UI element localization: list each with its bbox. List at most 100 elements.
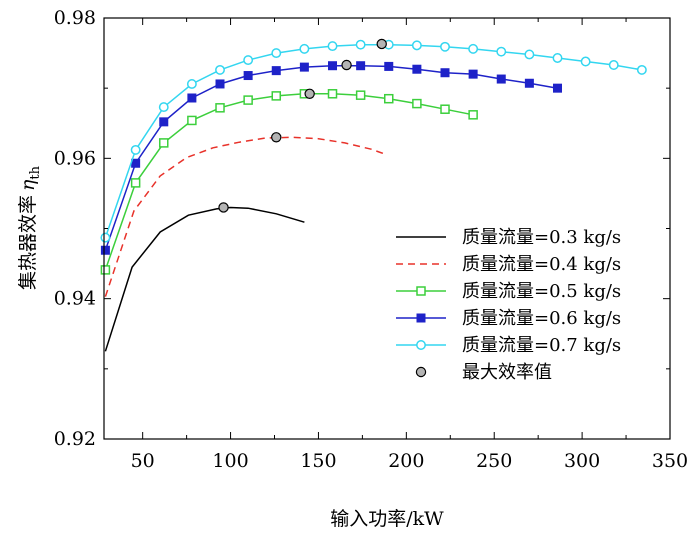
- y-tick-label: 0.94: [54, 288, 96, 310]
- data-point: [215, 79, 225, 89]
- legend-item: 质量流量=0.3 kg/s: [396, 227, 621, 248]
- series-line: [104, 43, 643, 238]
- data-point: [496, 46, 507, 57]
- data-point: [271, 91, 282, 101]
- x-tick-label: 100: [212, 450, 248, 472]
- data-point: [411, 40, 422, 51]
- data-point: [130, 144, 141, 155]
- legend-swatch-marker: [416, 313, 426, 323]
- data-point: [327, 41, 338, 52]
- data-point: [496, 74, 506, 84]
- data-point: [299, 43, 310, 54]
- x-tick-label: 200: [388, 450, 424, 472]
- max-efficiency-point: [341, 59, 352, 71]
- series-1: [104, 206, 305, 352]
- data-point: [187, 93, 197, 103]
- data-point: [100, 232, 111, 243]
- x-tick-label: 300: [564, 450, 600, 472]
- x-axis-title: 输入功率/kW: [330, 508, 444, 530]
- data-point: [100, 265, 111, 275]
- data-point: [100, 245, 110, 255]
- data-point: [158, 102, 169, 113]
- x-tick-label: 250: [476, 450, 512, 472]
- x-tick-label: 150: [300, 450, 336, 472]
- series-line: [104, 206, 305, 352]
- y-axis-title-subscript: th: [28, 165, 43, 179]
- legend-swatch-marker: [416, 340, 426, 350]
- y-axis-title-symbol: η: [17, 179, 39, 191]
- data-point: [356, 61, 366, 71]
- y-tick-label: 0.98: [54, 7, 96, 29]
- x-tick-label: 50: [131, 450, 155, 472]
- data-point: [468, 43, 479, 54]
- legend-item: 质量流量=0.6 kg/s: [396, 308, 621, 329]
- data-point: [131, 158, 141, 168]
- data-point: [608, 60, 619, 70]
- legend-swatch: [415, 366, 427, 378]
- y-tick-label: 0.92: [54, 428, 96, 450]
- series-3: [100, 89, 478, 275]
- series-4: [100, 61, 563, 255]
- max-efficiency-point: [271, 132, 282, 143]
- data-point: [468, 110, 478, 120]
- data-point: [580, 56, 591, 67]
- data-point: [412, 98, 422, 109]
- legend: 质量流量=0.3 kg/s 质量流量=0.4 kg/s 质量流量=0.5 kg/s 质…: [396, 227, 621, 383]
- data-point: [130, 178, 141, 188]
- y-tick-label: 0.96: [54, 147, 96, 169]
- series-2: [104, 136, 388, 297]
- legend-item: 质量流量=0.5 kg/s: [396, 281, 621, 302]
- legend-item: 质量流量=0.7 kg/s: [396, 335, 621, 356]
- max-efficiency-point: [218, 202, 229, 213]
- data-point: [328, 61, 338, 71]
- max-efficiency-point: [376, 38, 387, 50]
- data-point: [412, 64, 422, 74]
- y-axis-title-main: 集热器效率: [17, 195, 39, 290]
- data-point: [468, 69, 478, 79]
- x-tick-label: 350: [652, 450, 688, 472]
- plot-area: [100, 38, 647, 352]
- legend-label: 质量流量=0.3 kg/s: [462, 227, 621, 248]
- data-point: [243, 95, 253, 105]
- data-point: [384, 93, 394, 104]
- data-point: [187, 115, 197, 126]
- series-line: [104, 136, 388, 297]
- data-point: [636, 64, 647, 75]
- legend-item: 最大效率值: [415, 362, 552, 383]
- data-point: [355, 39, 366, 50]
- legend-label: 最大效率值: [462, 362, 552, 383]
- legend-label: 质量流量=0.7 kg/s: [462, 335, 621, 356]
- data-point: [355, 90, 366, 100]
- data-point: [440, 41, 450, 52]
- legend-label: 质量流量=0.5 kg/s: [462, 281, 621, 302]
- data-point: [159, 138, 169, 148]
- data-point: [299, 62, 309, 72]
- legend-label: 质量流量=0.4 kg/s: [462, 254, 621, 275]
- data-point: [271, 48, 282, 59]
- max-efficiency-points: [218, 38, 387, 213]
- data-point: [553, 83, 563, 93]
- data-point: [524, 49, 535, 60]
- legend-swatch-marker: [416, 286, 426, 296]
- x-axis: 50 100 150 200 250 300 350: [131, 18, 688, 472]
- legend-item: 质量流量=0.4 kg/s: [396, 254, 621, 275]
- data-point: [159, 117, 169, 127]
- y-axis-title: 集热器效率 ηth: [17, 165, 43, 290]
- data-point: [215, 64, 225, 75]
- max-efficiency-point: [304, 88, 315, 99]
- data-point: [552, 53, 563, 63]
- data-point: [440, 68, 450, 78]
- series-5: [100, 39, 647, 243]
- y-axis: 0.92 0.94 0.96 0.98: [54, 7, 670, 450]
- data-point: [243, 55, 254, 66]
- data-point: [215, 103, 225, 113]
- data-point: [243, 71, 253, 81]
- legend-label: 质量流量=0.6 kg/s: [462, 308, 621, 329]
- data-point: [327, 89, 338, 99]
- data-point: [186, 79, 197, 89]
- data-point: [271, 66, 281, 76]
- data-point: [384, 61, 394, 71]
- data-point: [440, 104, 450, 114]
- data-point: [524, 78, 534, 88]
